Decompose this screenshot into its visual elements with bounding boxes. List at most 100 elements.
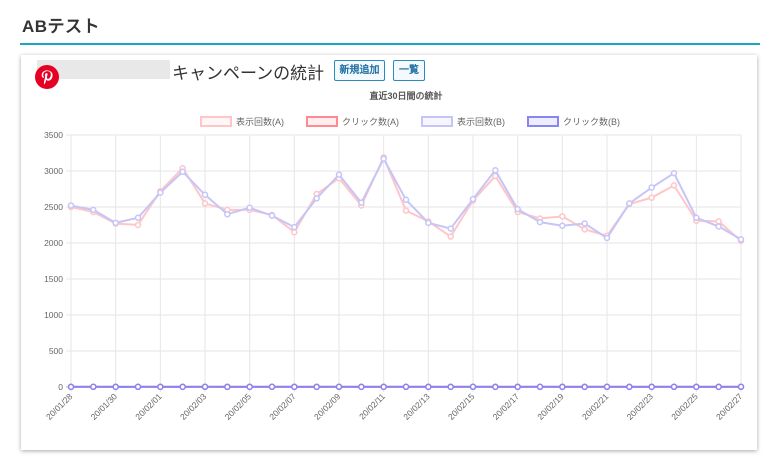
legend-label: クリック数(A) [342,116,399,127]
data-point [201,383,209,391]
account-name-placeholder [37,60,170,79]
x-tick-label: 20/02/27 [714,391,745,422]
data-point [157,189,164,196]
data-point [447,383,454,391]
data-point [536,383,544,391]
data-point [291,383,298,391]
y-tick-label: 1000 [44,310,63,320]
data-point [134,221,142,229]
data-point [514,383,521,391]
data-point [90,206,97,214]
x-tick-label: 20/02/17 [491,391,522,422]
data-point [134,214,142,222]
data-point [201,200,209,207]
data-point [224,210,231,218]
data-point [581,383,588,391]
legend-swatch [421,116,453,127]
data-point [737,383,745,391]
y-tick-label: 2500 [44,202,63,212]
data-point [559,222,566,229]
data-point [268,212,276,219]
data-point [469,383,477,391]
data-point [313,383,320,391]
data-point [90,383,97,391]
data-point [626,200,633,207]
data-point [670,182,678,189]
data-point [291,223,298,231]
y-tick-label: 3500 [44,130,63,140]
x-tick-label: 20/02/19 [535,391,566,422]
list-button[interactable]: 一覧 [393,60,425,81]
data-point [581,220,588,227]
legend-swatch [306,116,338,127]
x-tick-label: 20/02/11 [357,391,387,421]
x-tick-label: 20/02/15 [446,391,477,422]
x-tick-label: 20/01/28 [44,391,75,422]
x-tick-label: 20/02/05 [223,391,254,422]
legend-label: クリック数(B) [563,116,620,127]
legend-swatch [200,116,232,127]
data-point [335,171,343,178]
x-tick-label: 20/02/13 [401,391,432,422]
x-tick-label: 20/02/25 [669,391,700,422]
data-point [313,195,320,202]
x-tick-label: 20/02/03 [178,391,209,422]
data-point [112,219,119,227]
data-point [134,383,142,391]
data-point [112,383,119,391]
x-tick-label: 20/02/09 [312,391,343,422]
data-point [268,383,276,391]
data-point [715,218,722,225]
data-point [358,383,365,391]
data-point [559,213,566,220]
legend-label: 表示回数(A) [236,116,284,127]
data-point [201,191,209,199]
data-point [380,155,387,163]
data-point [603,234,611,242]
data-point [402,383,410,391]
title-divider [20,43,760,45]
data-point [670,169,678,177]
data-point [358,199,365,206]
data-point [693,383,700,391]
chart-title: 直近30日間の統計 [369,90,442,101]
data-point [693,214,700,222]
data-point [648,184,655,191]
data-point [447,225,454,232]
data-point [581,226,588,233]
data-point [67,383,75,391]
data-point [291,228,298,236]
pinterest-icon [35,65,59,89]
data-point [536,218,544,226]
data-point [715,383,722,391]
x-tick-label: 20/02/07 [267,391,298,422]
y-tick-label: 0 [58,382,63,392]
data-point [603,383,611,391]
data-point [380,383,387,391]
data-point [514,205,521,213]
data-point [648,194,655,201]
x-tick-label: 20/02/01 [133,391,164,422]
data-point [715,223,722,230]
y-tick-label: 1500 [44,274,63,284]
campaign-stats-card: キャンペーンの統計 新規追加 一覧 直近30日間の統計表示回数(A) クリック数(… [21,55,757,450]
x-tick-label: 20/01/30 [89,391,120,422]
campaign-title: キャンペーンの統計 [172,64,325,83]
page-title: ABテスト [22,17,101,36]
data-point [492,167,499,174]
y-tick-label: 500 [49,346,63,356]
data-point [402,196,410,204]
data-point [246,383,253,391]
y-tick-label: 3000 [44,166,63,176]
data-point [425,219,432,227]
add-new-button[interactable]: 新規追加 [334,60,385,81]
x-tick-label: 20/02/23 [625,391,656,422]
data-point [648,383,655,391]
legend-label: 表示回数(B) [457,116,505,127]
data-point [157,383,164,391]
data-point [224,383,231,391]
data-point [626,383,633,391]
data-point [469,195,477,203]
data-point [67,202,75,209]
